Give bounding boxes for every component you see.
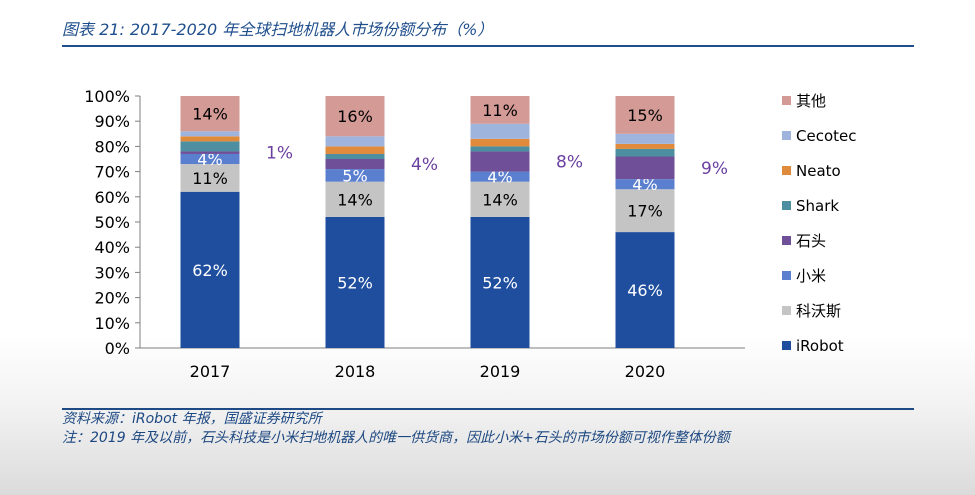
data-label: 62% (192, 261, 228, 280)
y-tick-label: 90% (94, 112, 130, 131)
data-label: 14% (482, 190, 518, 209)
bar-segment-4 (615, 148, 675, 157)
data-label: 52% (482, 273, 518, 292)
bar-segment-1 (325, 181, 385, 217)
legend-swatch (782, 166, 791, 175)
bar-segment-5 (325, 146, 385, 154)
data-label: 11% (192, 169, 228, 188)
y-tick-label: 80% (94, 137, 130, 156)
bar-segment-7 (615, 96, 675, 134)
outside-label-shitou: 1% (266, 144, 293, 164)
figure-title: 图表 21: 2017-2020 年全球扫地机器人市场份额分布（%） (62, 20, 494, 39)
data-label: 14% (337, 190, 373, 209)
x-tick-label: 2018 (335, 362, 376, 381)
legend-swatch (782, 306, 791, 315)
x-tick-label: 2020 (625, 362, 666, 381)
bar-segment-3 (615, 156, 675, 180)
bar-segment-1 (180, 164, 240, 192)
y-tick-label: 40% (94, 238, 130, 257)
y-tick-label: 30% (94, 263, 130, 282)
outside-label-shitou: 4% (411, 155, 438, 175)
bar-segment-3 (325, 159, 385, 170)
bar-segment-0 (325, 216, 385, 348)
bar-segment-0 (615, 232, 675, 348)
legend-label: Neato (796, 162, 841, 180)
legend-swatch (782, 271, 791, 280)
legend-swatch (782, 236, 791, 245)
outside-label-shitou: 9% (701, 159, 728, 179)
bar-segment-5 (615, 143, 675, 149)
legend-swatch (782, 131, 791, 140)
bar-segment-7 (325, 96, 385, 137)
bar-segment-7 (470, 96, 530, 124)
data-label: 4% (197, 150, 222, 169)
bar-segment-4 (180, 141, 240, 152)
legend-label: Cecotec (796, 127, 856, 145)
bar-segment-0 (470, 216, 530, 348)
data-label: 52% (337, 273, 373, 292)
data-label: 16% (337, 107, 373, 126)
bar-segment-1 (615, 189, 675, 233)
legend-label: 科沃斯 (796, 302, 841, 320)
data-label: 17% (627, 202, 663, 221)
title-divider (62, 45, 914, 47)
y-tick-label: 100% (84, 87, 130, 106)
data-label: 15% (627, 106, 663, 125)
bar-segment-4 (325, 153, 385, 159)
bar-segment-6 (615, 133, 675, 144)
y-tick-label: 50% (94, 213, 130, 232)
outside-label-shitou: 8% (556, 153, 583, 173)
data-label: 46% (627, 281, 663, 300)
legend-swatch (782, 96, 791, 105)
legend-label: 其他 (796, 92, 826, 110)
bar-segment-2 (470, 171, 530, 182)
y-tick-label: 70% (94, 163, 130, 182)
bar-segment-6 (470, 123, 530, 139)
bar-segment-5 (470, 138, 530, 147)
legend-swatch (782, 201, 791, 210)
bar-segment-6 (180, 131, 240, 137)
figure-notes: 资料来源：iRobot 年报，国盛证券研究所 注：2019 年及以前，石头科技是… (62, 410, 730, 448)
bar-segment-6 (325, 136, 385, 147)
bar-segment-2 (615, 179, 675, 190)
footnote: 注：2019 年及以前，石头科技是小米扫地机器人的唯一供货商，因此小米+石头的市… (62, 430, 730, 446)
data-label: 11% (482, 101, 518, 120)
data-label: 5% (342, 166, 367, 185)
bar-segment-5 (180, 136, 240, 142)
notes-divider (62, 408, 914, 410)
bar-segment-2 (325, 169, 385, 182)
y-tick-label: 20% (94, 289, 130, 308)
legend-label: 石头 (796, 232, 826, 250)
bar-segment-3 (470, 151, 530, 172)
bar-segment-2 (180, 153, 240, 165)
data-label: 4% (632, 175, 657, 194)
bar-segment-7 (180, 96, 240, 132)
data-label: 4% (487, 168, 512, 187)
x-tick-label: 2017 (190, 362, 231, 381)
legend-label: 小米 (796, 267, 826, 285)
bar-segment-4 (470, 146, 530, 152)
data-label: 14% (192, 105, 228, 124)
bar-segment-3 (180, 151, 240, 154)
x-tick-label: 2019 (480, 362, 521, 381)
source-note: 资料来源：iRobot 年报，国盛证券研究所 (62, 411, 322, 427)
legend-swatch (782, 341, 791, 350)
legend-label: iRobot (796, 337, 844, 355)
bar-segment-0 (180, 191, 240, 348)
y-tick-label: 60% (94, 188, 130, 207)
y-tick-label: 10% (94, 314, 130, 333)
bar-segment-1 (470, 181, 530, 217)
legend-label: Shark (796, 197, 839, 215)
y-tick-label: 0% (105, 339, 130, 358)
